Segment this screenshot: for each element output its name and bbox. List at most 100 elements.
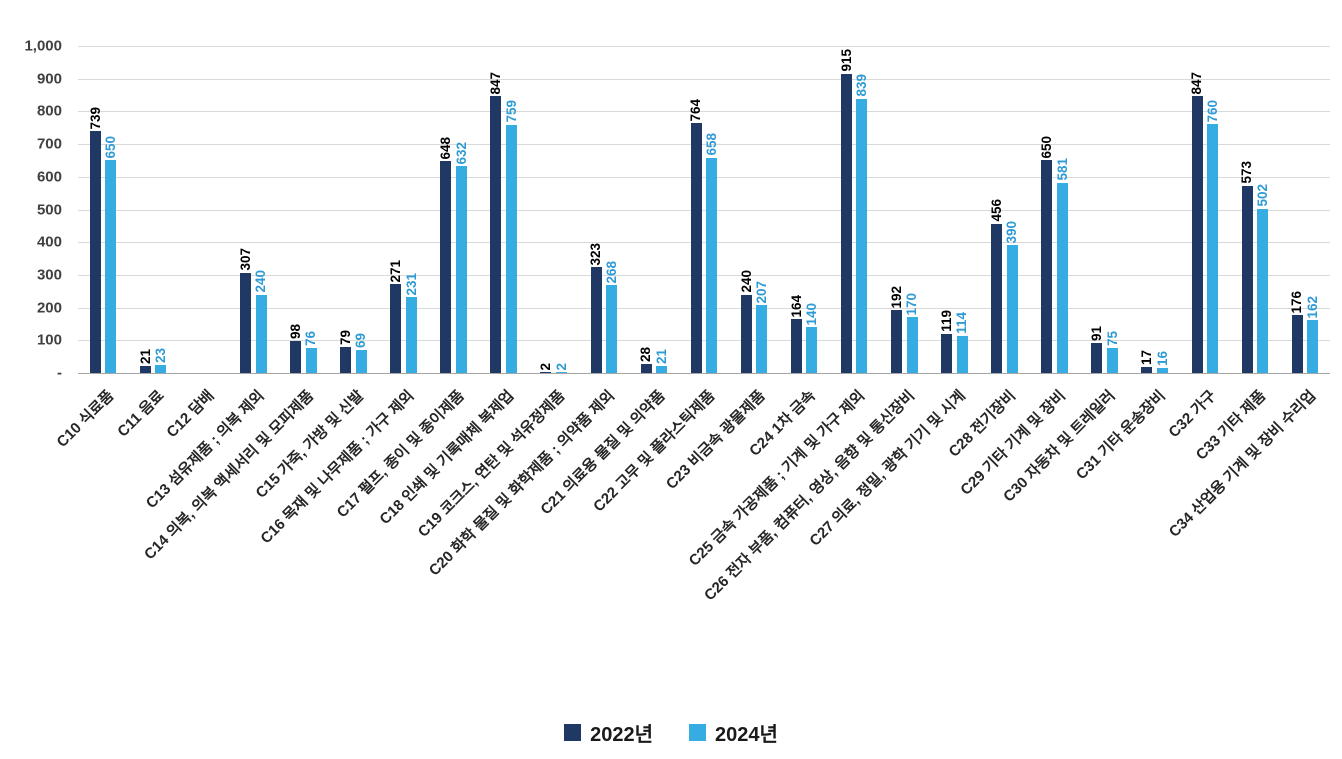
bar-column: 307 bbox=[238, 46, 253, 373]
value-label: 847 bbox=[1189, 71, 1205, 95]
legend: 2022년 2024년 bbox=[0, 718, 1342, 747]
legend-label-2022: 2022년 bbox=[590, 724, 653, 746]
bar bbox=[756, 305, 768, 373]
category-group: 323 268 bbox=[579, 46, 629, 373]
bar bbox=[290, 340, 302, 373]
value-label: 207 bbox=[754, 280, 770, 304]
bar-column: 648 bbox=[438, 46, 453, 373]
bar-column: 17 bbox=[1139, 46, 1154, 373]
bar-column: 632 bbox=[454, 46, 469, 373]
bar-column: 847 bbox=[1189, 46, 1205, 373]
bar-column: 176 bbox=[1289, 46, 1304, 373]
value-label: 119 bbox=[938, 310, 954, 333]
y-tick-label: 1,000 bbox=[24, 37, 62, 55]
value-label: 760 bbox=[1204, 99, 1220, 123]
bar-column: 839 bbox=[854, 46, 869, 373]
value-label: 21 bbox=[653, 349, 669, 365]
value-label: 502 bbox=[1254, 184, 1270, 207]
value-label: 240 bbox=[738, 270, 754, 293]
value-label: 21 bbox=[137, 349, 153, 365]
bar-column: 271 bbox=[388, 46, 403, 373]
bar-column: 573 bbox=[1239, 46, 1254, 373]
bar-groups: 739 650 21 23 307 240 98 76 79 69 271 231 648 632 847 7… bbox=[78, 46, 1330, 373]
gridline bbox=[78, 274, 1330, 276]
plot-area: 739 650 21 23 307 240 98 76 79 69 271 231 648 632 847 7… bbox=[78, 46, 1330, 374]
bar bbox=[1041, 160, 1053, 373]
value-label: 79 bbox=[337, 330, 353, 346]
bar-column: 192 bbox=[889, 46, 904, 373]
bar bbox=[540, 372, 552, 373]
bar bbox=[941, 334, 953, 373]
category-group: 915 839 bbox=[829, 46, 879, 373]
category-group: 573 502 bbox=[1230, 46, 1280, 373]
bar bbox=[555, 372, 567, 373]
value-label: 23 bbox=[153, 348, 169, 364]
bar-column: 323 bbox=[588, 46, 604, 373]
value-label: 456 bbox=[988, 199, 1004, 222]
bar bbox=[956, 335, 968, 373]
category-group: 240 207 bbox=[729, 46, 779, 373]
value-label: 76 bbox=[303, 331, 319, 347]
bar-column: 739 bbox=[87, 46, 103, 373]
bar bbox=[240, 272, 252, 373]
bar bbox=[139, 366, 151, 373]
category-group: 307 240 bbox=[228, 46, 278, 373]
bar-column: 170 bbox=[904, 46, 920, 373]
value-label: 75 bbox=[1104, 331, 1120, 347]
value-label: 16 bbox=[1154, 350, 1170, 366]
bar bbox=[1141, 367, 1153, 373]
bar-column: 79 bbox=[337, 46, 353, 373]
category-label: C10 식료품 bbox=[53, 387, 118, 451]
gridline bbox=[78, 46, 1330, 47]
bar bbox=[340, 347, 352, 373]
gridline bbox=[78, 340, 1330, 342]
value-label: 69 bbox=[353, 333, 369, 349]
bar-column: 164 bbox=[789, 46, 804, 373]
bar bbox=[891, 310, 903, 373]
bar bbox=[906, 317, 918, 373]
bar bbox=[405, 297, 417, 373]
bar-column: 23 bbox=[153, 46, 169, 373]
value-label: 739 bbox=[87, 106, 103, 130]
legend-label-2024: 2024년 bbox=[715, 724, 778, 746]
bar-column: 764 bbox=[688, 46, 703, 373]
category-group: 17 16 bbox=[1130, 46, 1180, 373]
value-label: 650 bbox=[103, 135, 119, 159]
bar bbox=[1241, 185, 1253, 373]
y-tick-label: 200 bbox=[36, 299, 62, 317]
gridline bbox=[78, 209, 1330, 211]
category-group: 119 114 bbox=[929, 46, 979, 373]
x-axis-line bbox=[78, 373, 1330, 374]
bar-column: 162 bbox=[1304, 46, 1320, 373]
bar bbox=[590, 267, 602, 373]
y-tick-label: 500 bbox=[36, 201, 62, 218]
bar-column: 69 bbox=[353, 46, 369, 373]
bar-column: 240 bbox=[738, 46, 754, 373]
value-label: 658 bbox=[703, 133, 719, 156]
value-label: 162 bbox=[1304, 295, 1320, 319]
value-label: 170 bbox=[904, 292, 920, 316]
bar bbox=[1091, 343, 1103, 373]
bar-column: 21 bbox=[137, 46, 153, 373]
bar-column: 2 bbox=[553, 46, 569, 373]
gridline bbox=[78, 144, 1330, 146]
value-label: 140 bbox=[804, 302, 820, 326]
bar bbox=[1191, 96, 1203, 373]
value-label: 323 bbox=[588, 242, 604, 266]
value-label: 759 bbox=[503, 100, 519, 123]
y-tick-label: 600 bbox=[36, 168, 62, 186]
category-group bbox=[178, 46, 228, 373]
bar bbox=[255, 294, 267, 373]
value-label: 2 bbox=[553, 362, 569, 371]
category-group: 739 650 bbox=[78, 46, 128, 373]
category-group: 176 162 bbox=[1280, 46, 1330, 373]
bar bbox=[1291, 315, 1303, 373]
bar-column: 16 bbox=[1154, 46, 1170, 373]
category-group: 456 390 bbox=[979, 46, 1029, 373]
bar-column: 140 bbox=[804, 46, 820, 373]
bar bbox=[606, 285, 618, 373]
y-tick-label: 300 bbox=[36, 266, 62, 284]
value-label: 98 bbox=[287, 323, 303, 339]
